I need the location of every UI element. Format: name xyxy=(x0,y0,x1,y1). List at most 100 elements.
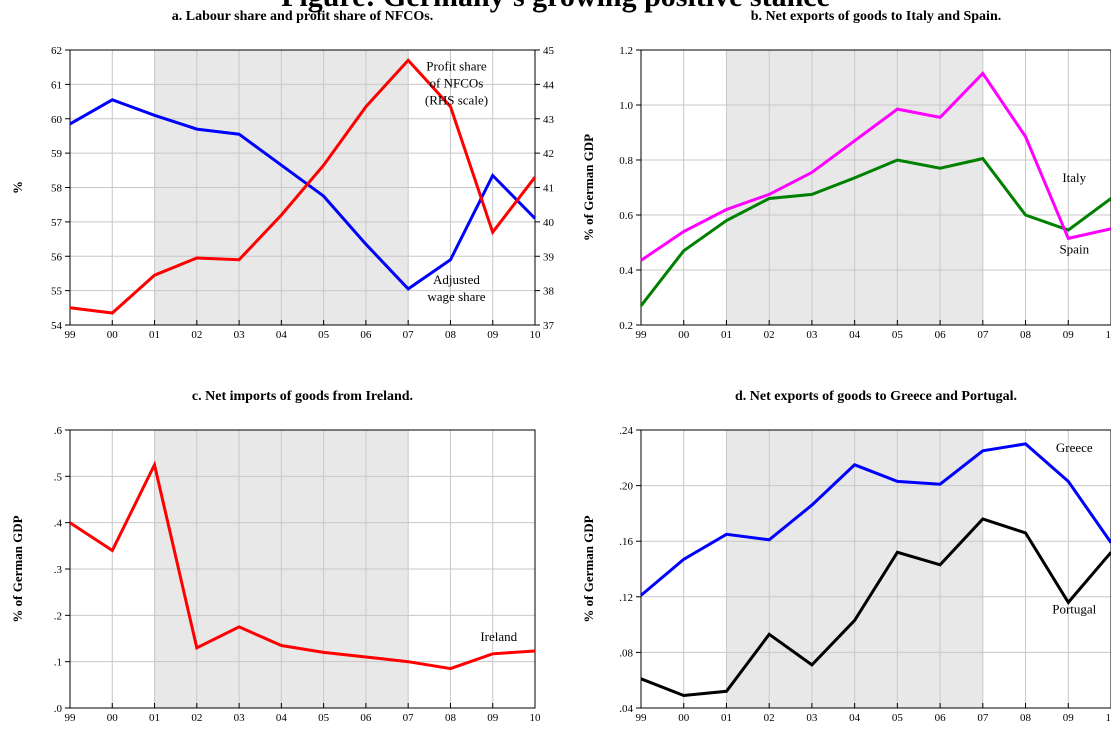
y-axis-label: % xyxy=(10,181,25,194)
y-axis-label: % of German GDP xyxy=(581,515,596,622)
y-tick-label: .16 xyxy=(619,536,633,548)
y-tick-label: .4 xyxy=(54,518,63,530)
x-tick-label: 03 xyxy=(806,329,818,341)
x-tick-label: 06 xyxy=(935,712,947,724)
series-label: Greece xyxy=(1056,440,1093,455)
y2-tick-label: 39 xyxy=(543,251,555,263)
x-tick-label: 04 xyxy=(276,712,288,724)
y-tick-label: 62 xyxy=(51,45,62,57)
x-tick-label: 00 xyxy=(678,329,690,341)
y-tick-label: .3 xyxy=(54,564,63,576)
x-tick-label: 02 xyxy=(764,329,775,341)
series-label: Adjusted xyxy=(433,272,480,287)
y-tick-label: 0.8 xyxy=(619,155,633,167)
x-tick-label: 08 xyxy=(1020,712,1032,724)
series-line-portugal xyxy=(640,517,1111,698)
series-label: wage share xyxy=(427,289,485,304)
chart-2: b. Net exports of goods to Italy and Spa… xyxy=(581,9,1111,341)
y-tick-label: 0.6 xyxy=(619,210,633,222)
series-line-greece xyxy=(640,442,1111,597)
series-line-profit xyxy=(69,58,537,315)
x-tick-label: 10 xyxy=(530,329,542,341)
x-tick-label: 03 xyxy=(806,712,818,724)
y2-tick-label: 43 xyxy=(543,114,555,126)
y2-tick-label: 41 xyxy=(543,183,554,195)
x-tick-label: 07 xyxy=(977,712,989,724)
series-label: Ireland xyxy=(480,629,517,644)
x-tick-label: 04 xyxy=(849,329,861,341)
series-label: Portugal xyxy=(1052,601,1096,616)
x-tick-label: 99 xyxy=(65,329,77,341)
x-tick-label: 05 xyxy=(892,329,904,341)
y-tick-label: 0.2 xyxy=(619,320,633,332)
y-tick-label: 60 xyxy=(51,114,63,126)
x-tick-label: 09 xyxy=(1063,329,1075,341)
x-tick-label: 02 xyxy=(191,329,202,341)
x-tick-label: 99 xyxy=(636,712,648,724)
y-tick-label: 0.4 xyxy=(619,265,633,277)
series-label: Spain xyxy=(1059,242,1089,257)
x-tick-label: 01 xyxy=(721,329,732,341)
series-label: (RHS scale) xyxy=(425,93,488,108)
x-tick-label: 08 xyxy=(445,329,457,341)
chart-1: a. Labour share and profit share of NFCO… xyxy=(10,9,555,341)
series-line-ireland xyxy=(69,460,536,671)
series-line-spain xyxy=(640,71,1111,262)
y-tick-label: .24 xyxy=(619,425,633,437)
y2-tick-label: 42 xyxy=(543,148,554,160)
y-axis-label: % of German GDP xyxy=(581,134,596,241)
plot-frame xyxy=(640,49,1111,326)
x-tick-label: 09 xyxy=(487,329,499,341)
x-tick-label: 00 xyxy=(107,712,119,724)
x-tick-label: 04 xyxy=(849,712,861,724)
y2-tick-label: 40 xyxy=(543,217,555,229)
x-tick-label: 07 xyxy=(403,712,415,724)
y-tick-label: 57 xyxy=(51,217,63,229)
chart-4: d. Net exports of goods to Greece and Po… xyxy=(581,389,1111,724)
y-tick-label: 54 xyxy=(51,320,63,332)
y-tick-label: 58 xyxy=(51,183,63,195)
plot-frame xyxy=(640,429,1111,709)
y-tick-label: .08 xyxy=(619,647,633,659)
series-label: of NFCOs xyxy=(430,76,484,91)
x-tick-label: 00 xyxy=(678,712,690,724)
y2-tick-label: 45 xyxy=(543,45,555,57)
y-tick-label: 56 xyxy=(51,251,63,263)
x-tick-label: 10 xyxy=(1106,329,1111,341)
y2-tick-label: 37 xyxy=(543,320,555,332)
chart-title: c. Net imports of goods from Ireland. xyxy=(192,389,413,404)
x-tick-label: 08 xyxy=(1020,329,1032,341)
x-tick-label: 01 xyxy=(721,712,732,724)
y-tick-label: .2 xyxy=(54,610,62,622)
x-tick-label: 01 xyxy=(149,329,160,341)
chart-title: a. Labour share and profit share of NFCO… xyxy=(172,9,434,24)
x-tick-label: 03 xyxy=(234,712,246,724)
y-axis-label: % of German GDP xyxy=(10,515,25,622)
chart-title: b. Net exports of goods to Italy and Spa… xyxy=(751,9,1001,24)
x-tick-label: 05 xyxy=(892,712,904,724)
x-tick-label: 09 xyxy=(1063,712,1075,724)
y-tick-label: .1 xyxy=(54,657,62,669)
x-tick-label: 99 xyxy=(65,712,77,724)
series-line-italy xyxy=(639,156,1111,307)
chart-3: c. Net imports of goods from Ireland. 99 0… xyxy=(10,389,541,724)
x-tick-label: 06 xyxy=(360,329,372,341)
x-tick-label: 04 xyxy=(276,329,288,341)
x-tick-label: 06 xyxy=(360,712,372,724)
figure-heading: Figure: Germany's growing positive stanc… xyxy=(0,0,1111,14)
x-tick-label: 02 xyxy=(191,712,202,724)
series-label: Italy xyxy=(1062,170,1086,185)
x-tick-label: 07 xyxy=(977,329,989,341)
x-tick-label: 03 xyxy=(234,329,246,341)
y-tick-label: 61 xyxy=(51,79,62,91)
x-tick-label: 09 xyxy=(487,712,499,724)
x-tick-label: 99 xyxy=(636,329,648,341)
x-tick-label: 02 xyxy=(764,712,775,724)
y-tick-label: .20 xyxy=(619,481,633,493)
chart-title: d. Net exports of goods to Greece and Po… xyxy=(735,389,1017,404)
y-tick-label: 1.2 xyxy=(619,45,633,57)
x-tick-label: 07 xyxy=(403,329,415,341)
y-tick-label: 1.0 xyxy=(619,100,633,112)
y-tick-label: .04 xyxy=(619,703,633,715)
series-line-adjusted xyxy=(69,98,537,291)
